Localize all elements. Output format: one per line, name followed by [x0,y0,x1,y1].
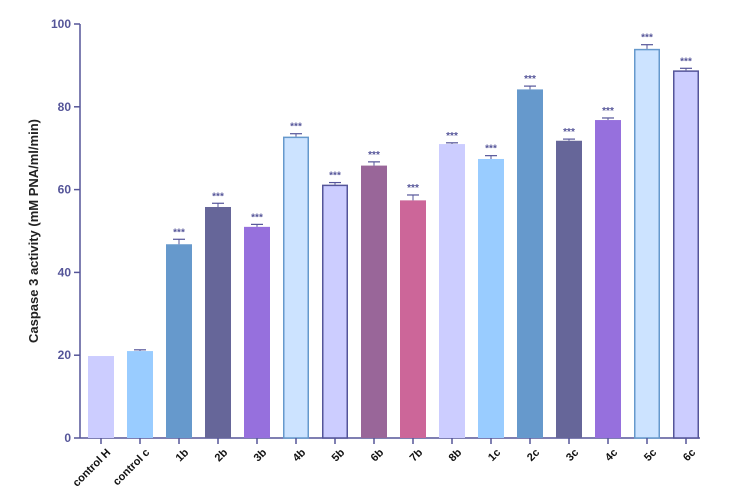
significance-label: *** [251,212,263,223]
x-tick-label: 6b [369,447,387,465]
bar-1b [166,244,192,438]
bars: *** *** *** *** *** *** *** *** *** *** *** *** *** *… [88,33,699,439]
significance-label: *** [485,144,497,155]
bar-6c [673,70,699,439]
bar-2b [205,206,231,438]
significance-label: *** [563,127,575,138]
x-tick-label: 3b [252,447,270,465]
bar-6b [361,165,387,438]
bar-5c [634,48,660,439]
x-tick-label: 3c [564,447,581,464]
x-tick-label: control c [111,447,152,488]
x-tick-label: 5c [642,447,659,464]
significance-label: *** [524,74,536,85]
significance-label: *** [368,150,380,161]
y-axis-label: Caspase 3 activity (mM PNA/ml/min) [26,119,41,343]
x-tick-label: 1c [486,447,503,464]
x-tick-label: 4c [603,447,620,464]
significance-label: *** [290,122,302,133]
x-tick-label: 5b [330,447,348,465]
y-tick-label: 60 [58,183,72,197]
x-tick-label: control H [71,447,114,490]
x-tick-label: 7b [408,447,426,465]
x-tick-label: 2c [525,447,542,464]
bar-4c [595,120,621,438]
y-tick-label: 40 [58,265,72,279]
x-tick-label: 4b [291,447,309,465]
significance-label: *** [602,106,614,117]
x-tick-label: 1b [174,447,192,465]
y-tick-label: 20 [58,348,72,362]
bar-3b [244,226,270,438]
bar-7b [400,200,426,438]
significance-label: *** [407,183,419,194]
significance-label: *** [446,131,458,142]
x-tick-label: 6c [681,447,698,464]
significance-label: *** [329,171,341,182]
x-tick-label: 2b [213,447,231,465]
y-tick-label: 80 [58,100,72,114]
significance-label: *** [641,33,653,44]
bar-control-H [88,356,114,438]
significance-label: *** [212,191,224,202]
bar-1c [478,158,504,439]
bar-control-c [127,351,153,438]
y-tick-label: 100 [51,17,71,31]
y-ticks: 0 20 40 60 80 100 [51,17,80,445]
bar-4b [283,136,309,439]
bar-2c [517,89,543,439]
x-tick-label: 8b [447,447,465,465]
bar-3c [556,140,582,439]
significance-label: *** [173,227,185,238]
significance-label: *** [680,56,692,67]
y-tick-label: 0 [64,431,71,445]
bar-5b [322,184,348,439]
bar-8b [439,144,465,438]
